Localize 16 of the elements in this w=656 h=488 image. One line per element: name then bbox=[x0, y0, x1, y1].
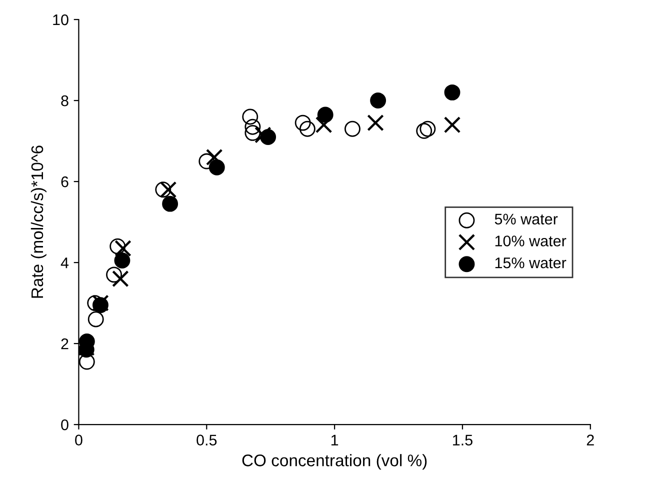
y-tick-label: 0 bbox=[61, 419, 68, 430]
legend-label: 10% water bbox=[495, 236, 566, 246]
y-tick-label: 10 bbox=[53, 14, 68, 26]
legend-label: 15% water bbox=[495, 258, 566, 268]
x-tick-label: 1.5 bbox=[453, 434, 472, 446]
legend-label: 5% water bbox=[494, 214, 558, 225]
y-axis-title: Rate (mol/cc/s)*10^6 bbox=[30, 146, 46, 298]
x-tick-label: 0.5 bbox=[196, 434, 217, 446]
y-tick-label: 2 bbox=[61, 338, 68, 350]
x-axis-title: CO concentration (vol %) bbox=[242, 454, 427, 470]
x-tick-label: 1 bbox=[331, 434, 338, 446]
x-tick-label: 2 bbox=[586, 434, 594, 446]
x-tick-label: 0 bbox=[75, 434, 82, 446]
y-tick-label: 4 bbox=[60, 258, 69, 268]
y-tick-label: 8 bbox=[61, 95, 68, 106]
y-tick-label: 6 bbox=[61, 176, 68, 188]
